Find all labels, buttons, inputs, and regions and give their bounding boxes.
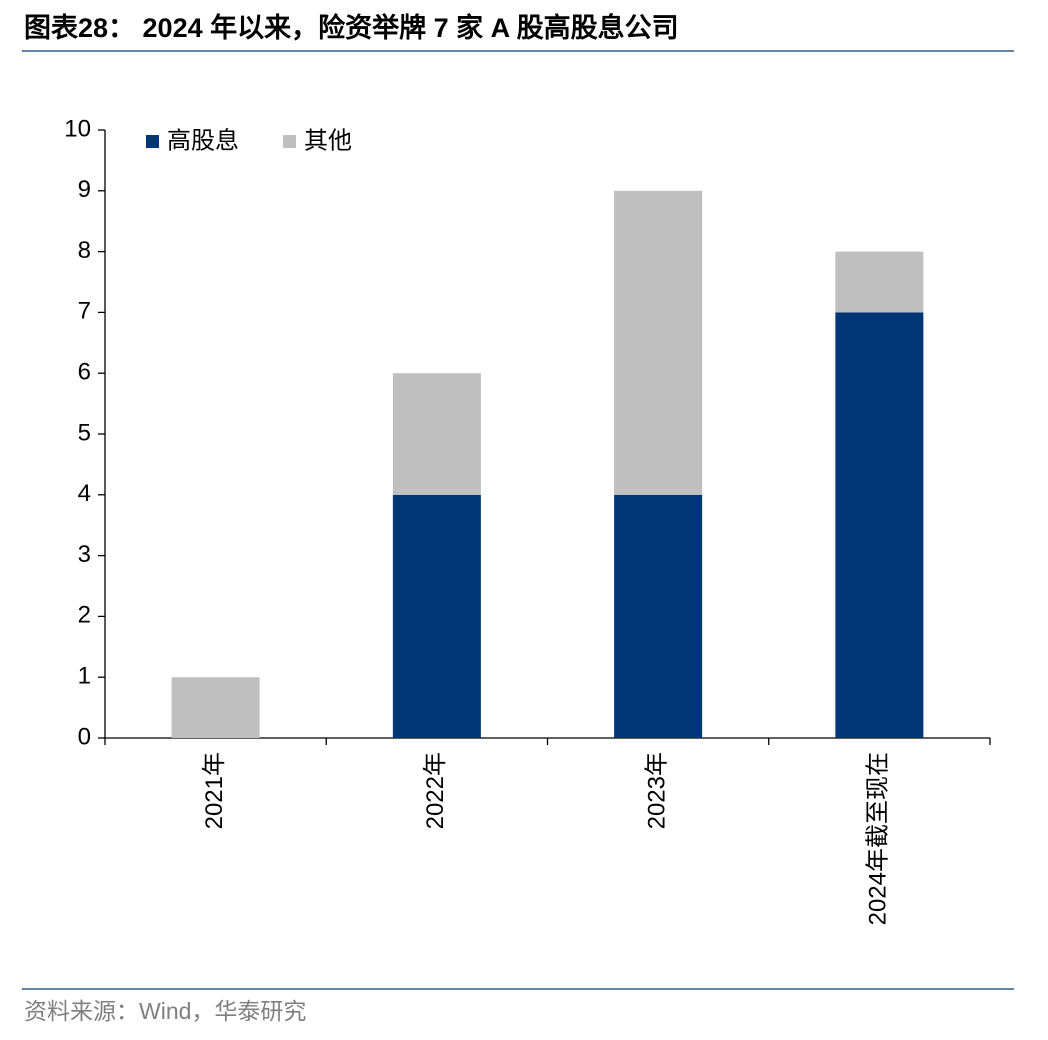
bar-segment — [835, 251, 924, 313]
legend-label: 高股息 — [167, 127, 239, 154]
x-tick-label: 2023年 — [643, 752, 670, 829]
chart-title: 图表28： 2024 年以来，险资举牌 7 家 A 股高股息公司 — [24, 12, 679, 43]
y-tick-label: 8 — [78, 237, 91, 264]
y-tick-label: 9 — [78, 176, 91, 203]
legend-label: 其他 — [304, 127, 352, 154]
bar-segment — [835, 312, 924, 738]
y-tick-label: 5 — [78, 419, 91, 446]
bar-segment — [614, 494, 703, 738]
bar-segment — [171, 677, 260, 738]
legend-swatch — [146, 135, 159, 148]
y-tick-label: 0 — [78, 723, 91, 750]
bar-segment — [614, 190, 703, 495]
y-tick-label: 6 — [78, 359, 91, 386]
y-tick-label: 7 — [78, 298, 91, 325]
y-tick-label: 4 — [78, 480, 91, 507]
x-tick-label: 2024年截至现在 — [865, 752, 892, 925]
x-tick-label: 2021年 — [201, 752, 228, 829]
y-tick-label: 1 — [78, 663, 91, 690]
bar-segment — [392, 494, 481, 738]
y-tick-label: 3 — [78, 541, 91, 568]
legend-swatch — [283, 135, 296, 148]
y-tick-label: 2 — [78, 602, 91, 629]
x-tick-label: 2022年 — [422, 752, 449, 829]
bar-segment — [392, 373, 481, 495]
source-note: 资料来源：Wind，华泰研究 — [24, 998, 306, 1024]
y-tick-label: 10 — [64, 115, 91, 142]
